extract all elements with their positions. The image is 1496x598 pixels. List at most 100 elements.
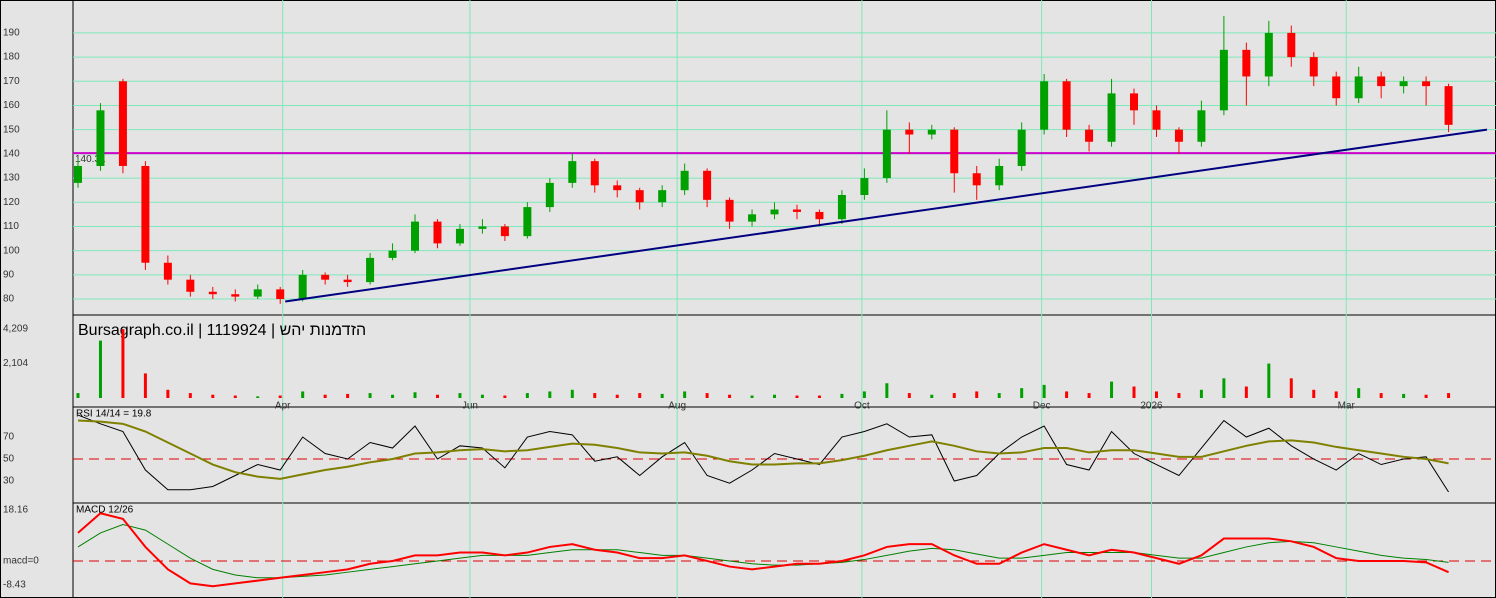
y-tick-label: 150 — [3, 124, 20, 135]
volume-bar — [346, 393, 350, 398]
candle-body — [815, 211, 824, 220]
volume-bar — [1312, 389, 1316, 398]
x-tick-label: Apr — [275, 401, 291, 412]
candle-body — [1085, 129, 1094, 142]
volume-bar — [930, 394, 934, 398]
candle-body — [995, 165, 1004, 186]
x-tick-label: 2026 — [1140, 401, 1163, 412]
volume-bar — [391, 394, 395, 398]
candle-body — [343, 279, 352, 283]
y-tick-label: -8.43 — [3, 579, 26, 590]
volume-bar — [660, 393, 664, 398]
volume-bar — [413, 392, 417, 398]
volume-bar — [615, 394, 619, 398]
volume-bar — [638, 393, 642, 398]
volume-bar — [166, 389, 170, 398]
x-tick-label: Jun — [462, 401, 478, 412]
y-tick-label: 50 — [3, 454, 15, 465]
y-tick-label: macd=0 — [3, 556, 39, 567]
candle-body — [523, 207, 532, 237]
y-tick-label: 130 — [3, 173, 20, 184]
candle-body — [1152, 110, 1161, 130]
y-tick-label: 4,209 — [3, 324, 28, 335]
y-tick-label: 30 — [3, 476, 15, 487]
candle-body — [590, 161, 599, 186]
volume-bar — [278, 395, 282, 398]
volume-bar — [773, 394, 777, 398]
volume-bar — [1402, 393, 1406, 398]
volume-bar — [256, 396, 260, 398]
candle-body — [1399, 81, 1408, 87]
indicator-line — [77, 512, 1449, 588]
y-tick-label: 160 — [3, 100, 20, 111]
chart-title: Bursagraph.co.il | 1119924 | הזדמנות יהש — [78, 322, 366, 339]
candle-body — [433, 221, 442, 244]
volume-bar — [1379, 393, 1383, 398]
candle-body — [658, 190, 667, 203]
y-tick-label: 190 — [3, 28, 20, 39]
volume-bar — [188, 393, 192, 398]
candle-body — [613, 185, 622, 191]
candle-body — [837, 195, 846, 220]
volume-bar — [997, 393, 1001, 398]
volume-bar — [1289, 378, 1293, 398]
candle-body — [1040, 81, 1049, 130]
candle-body — [388, 250, 397, 258]
volume-bar — [1020, 388, 1024, 398]
candle-body — [1062, 81, 1071, 130]
volume-bar — [593, 393, 597, 398]
candle-body — [1017, 129, 1026, 166]
candle-body — [1309, 57, 1318, 77]
volume-bar — [817, 395, 821, 398]
volume-bar — [1447, 393, 1451, 398]
candle-body — [478, 226, 487, 229]
volume-bar — [885, 383, 889, 398]
candle-body — [253, 289, 262, 297]
candle-body — [1422, 81, 1431, 87]
volume-bar — [211, 394, 215, 398]
volume-bar — [1132, 386, 1136, 398]
volume-bar — [1154, 391, 1158, 398]
candle-body — [366, 257, 375, 283]
candle-body — [748, 214, 757, 222]
trendline — [285, 128, 1488, 303]
candle-body — [118, 81, 127, 166]
y-tick-label: 180 — [3, 52, 20, 63]
panel-label: RSI 14/14 = 19.8 — [76, 409, 152, 420]
candle-body — [231, 294, 240, 297]
volume-bar — [368, 393, 372, 398]
y-tick-label: 100 — [3, 245, 20, 256]
volume-bar — [76, 393, 80, 398]
volume-bar — [952, 393, 956, 398]
volume-bar — [1177, 393, 1181, 398]
volume-bar — [1042, 384, 1046, 398]
x-tick-label: Dec — [1033, 401, 1051, 412]
candle-body — [1174, 129, 1183, 142]
volume-bar — [548, 391, 552, 398]
volume-bar — [1424, 394, 1428, 398]
candle-body — [1219, 49, 1228, 111]
volume-bar — [1222, 378, 1226, 398]
candle-body — [725, 199, 734, 222]
candle-body — [972, 173, 981, 186]
candle-body — [568, 161, 577, 183]
candle-body — [882, 129, 891, 179]
volume-bar — [480, 394, 484, 398]
volume-bar — [323, 394, 327, 398]
volume-bar — [503, 395, 507, 398]
candle-body — [186, 279, 195, 292]
volume-bar — [1244, 386, 1248, 398]
volume-bar — [458, 393, 462, 398]
volume-bar — [98, 340, 102, 398]
volume-bar — [1267, 363, 1271, 398]
volume-bar — [795, 395, 799, 398]
volume-bar — [525, 393, 529, 398]
candle-body — [411, 221, 420, 251]
panel-label: MACD 12/26 — [76, 505, 134, 516]
candle-body — [500, 226, 509, 237]
y-tick-label: 70 — [3, 432, 15, 443]
candle-body — [950, 129, 959, 174]
candle-body — [1377, 76, 1386, 87]
indicator-line — [77, 414, 1449, 493]
x-tick-label: Mar — [1338, 401, 1356, 412]
